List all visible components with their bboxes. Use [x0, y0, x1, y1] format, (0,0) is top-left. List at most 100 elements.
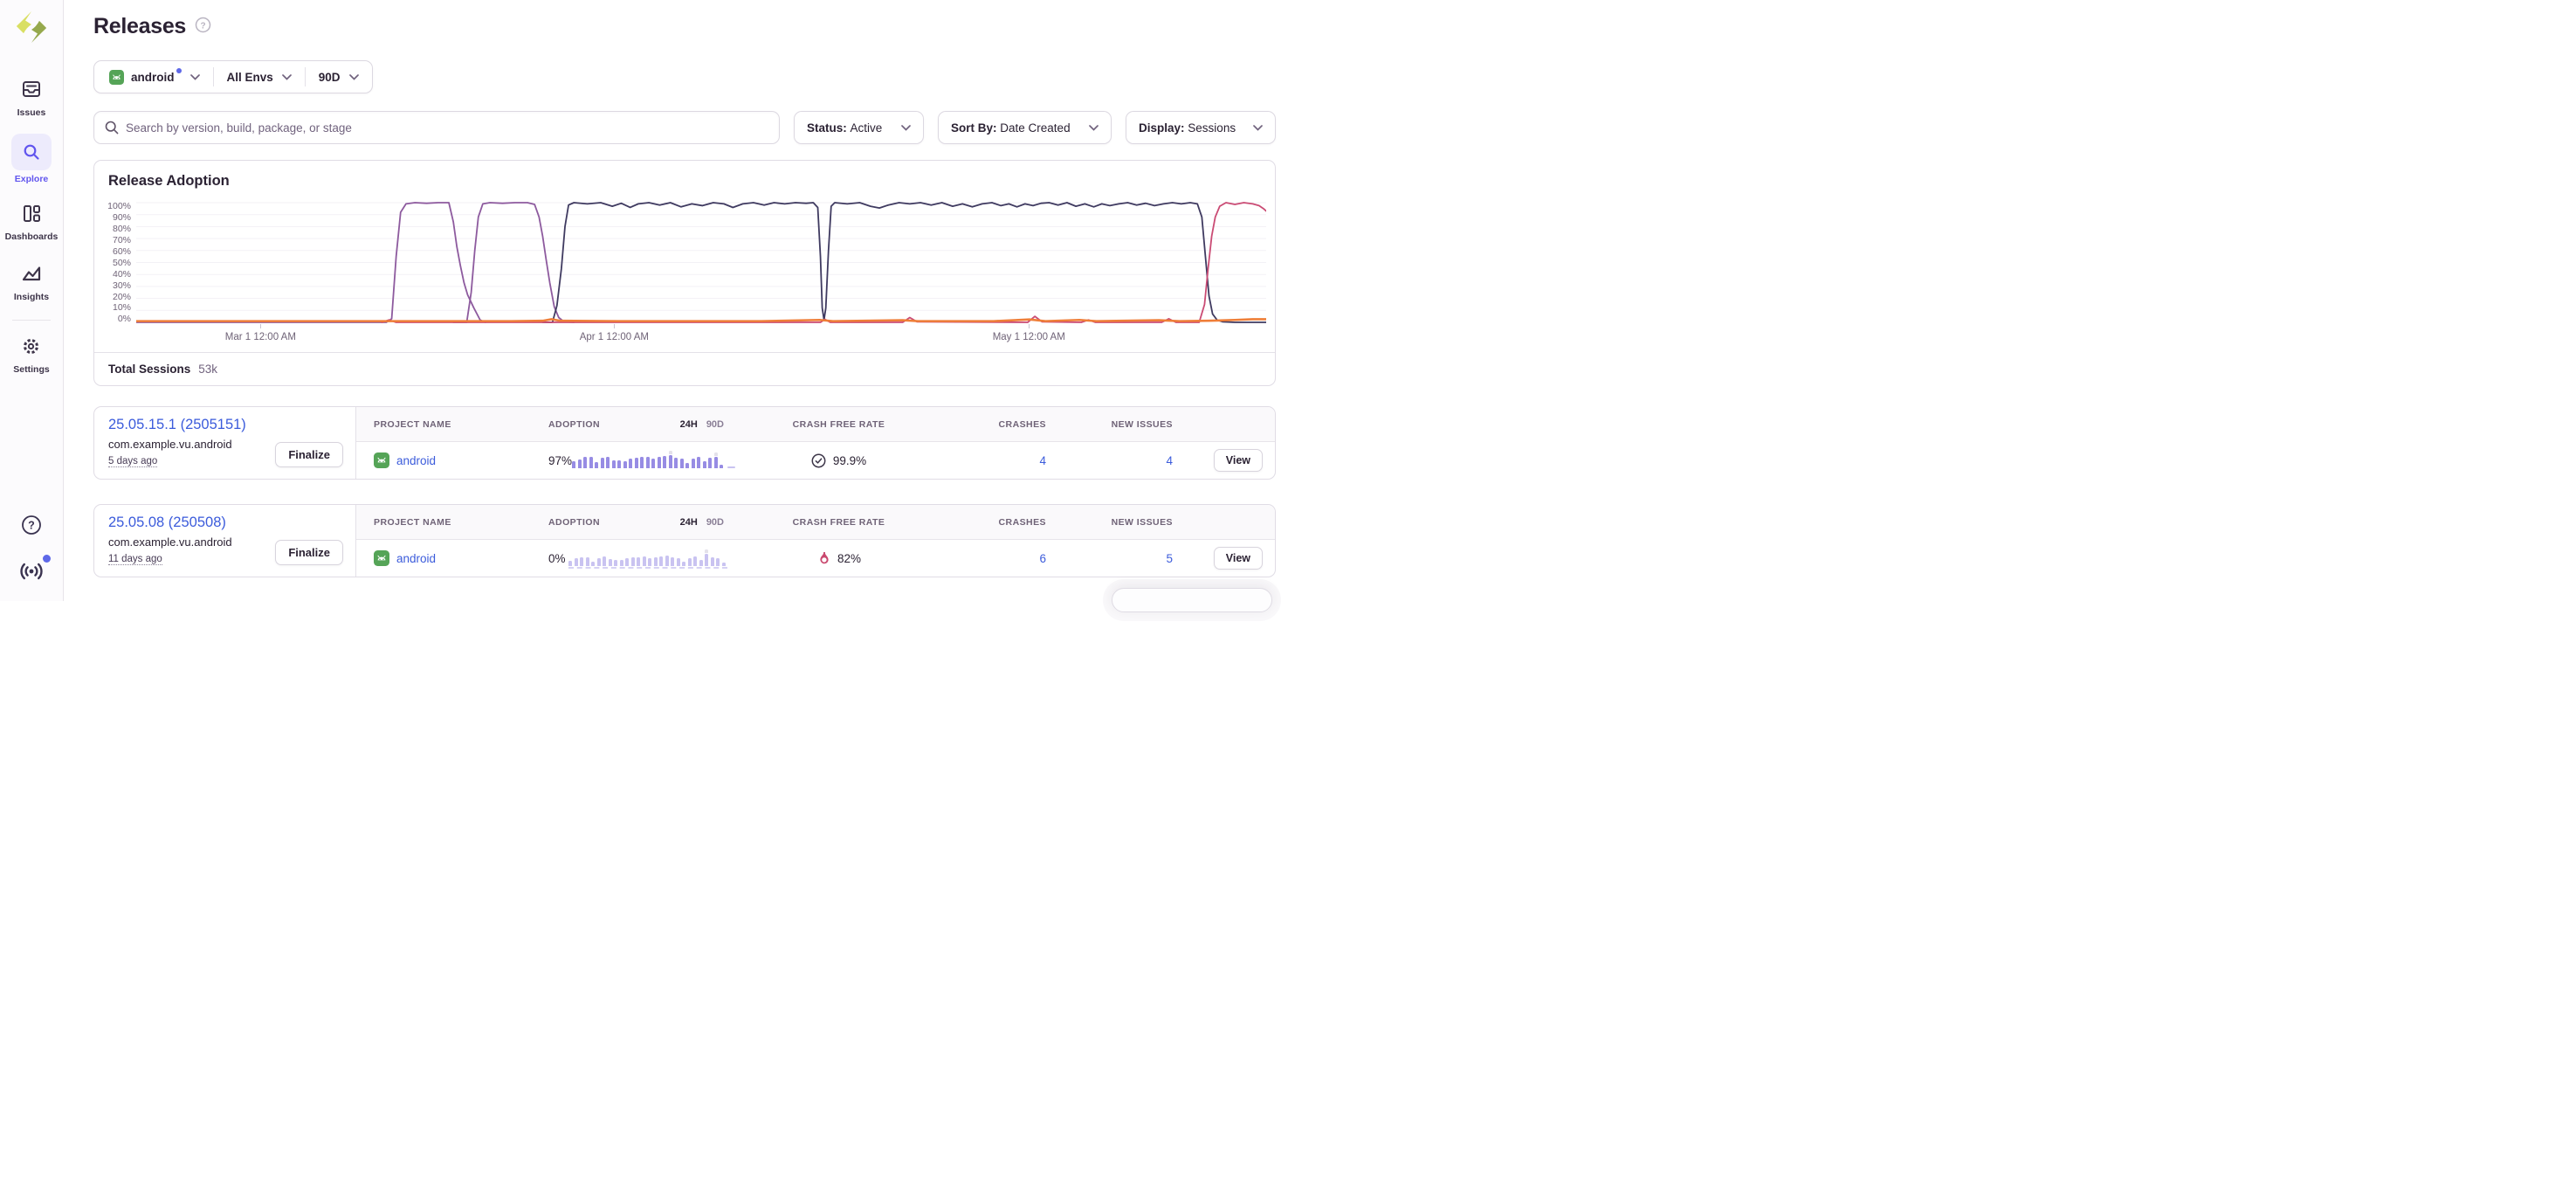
view-button[interactable]: View — [1213, 449, 1263, 472]
page-filter-bar: android All Envs 90D — [93, 60, 373, 93]
column-header-crash-free-rate: CRASH FREE RATE — [792, 516, 885, 528]
adoption-value: 0% — [548, 551, 566, 565]
column-header-crash-free-rate: CRASH FREE RATE — [792, 418, 885, 430]
adoption-sparkline — [568, 549, 727, 569]
column-header-adoption: ADOPTION — [548, 418, 601, 430]
project-link[interactable]: android — [396, 551, 437, 565]
display-dropdown[interactable]: Display: Sessions — [1126, 111, 1276, 144]
toggle-24h[interactable]: 24H — [679, 418, 698, 430]
release-version-link[interactable]: 25.05.15.1 (2505151) — [108, 417, 246, 432]
whats-new-broadcast-icon[interactable] — [19, 555, 51, 587]
chevron-down-icon — [1089, 124, 1099, 131]
column-header-new-issues: NEW ISSUES — [1111, 516, 1173, 528]
adoption-value: 97% — [548, 453, 573, 467]
search-icon — [105, 121, 119, 135]
adoption-chart — [136, 202, 1266, 324]
line-chart-icon — [21, 265, 42, 288]
svg-text:?: ? — [200, 21, 205, 31]
chart-y-axis: 100% 90% 80% 70% 60% 50% 40% 30% 20% 10% 0% — [107, 201, 131, 325]
filter-divider — [212, 67, 214, 86]
sidebar-item-issues[interactable]: Issues — [17, 79, 46, 118]
dashboards-icon — [22, 204, 42, 228]
sidebar-item-dashboards[interactable]: Dashboards — [4, 204, 59, 242]
release-package: com.example.vu.android — [108, 535, 232, 549]
chevron-down-icon — [189, 73, 200, 80]
help-icon[interactable]: ? — [20, 514, 43, 541]
column-header-adoption: ADOPTION — [548, 516, 601, 528]
finalize-button[interactable]: Finalize — [275, 540, 343, 565]
release-age[interactable]: 11 days ago — [108, 554, 162, 565]
environment-filter-dropdown[interactable]: All Envs — [214, 61, 305, 93]
release-adoption-panel: Release Adoption 100% 90% 80% 70% 60% 50% 40% 3… — [93, 160, 1276, 386]
sidebar-item-explore[interactable]: Explore — [11, 134, 52, 184]
environment-filter-value: All Envs — [226, 70, 273, 84]
sidebar-item-settings[interactable]: Settings — [13, 336, 50, 375]
column-header-project: PROJECT NAME — [374, 516, 451, 528]
project-link[interactable]: android — [396, 453, 437, 467]
total-sessions-label: Total Sessions — [108, 363, 191, 376]
sidebar-item-label: Insights — [13, 292, 50, 302]
project-filter-dropdown[interactable]: android — [94, 61, 213, 93]
search-input[interactable] — [126, 121, 768, 135]
crashes-count-link[interactable]: 4 — [1039, 453, 1046, 467]
status-filter-dropdown[interactable]: Status: Active — [794, 111, 924, 144]
sidebar: Issues Explore Dashboards Insights — [0, 0, 64, 601]
release-card: 25.05.08 (250508) com.example.vu.android… — [93, 504, 1276, 577]
fire-icon — [820, 551, 829, 563]
date-range-value: 90D — [318, 70, 341, 84]
sort-by-dropdown[interactable]: Sort By: Date Created — [938, 111, 1112, 144]
issues-icon — [21, 79, 42, 104]
android-project-icon — [374, 452, 389, 468]
toggle-24h[interactable]: 24H — [679, 516, 698, 528]
app-logo-icon[interactable] — [14, 10, 49, 49]
finalize-button[interactable]: Finalize — [275, 442, 343, 467]
crash-free-rate-value: 82% — [837, 551, 862, 565]
column-header-crashes: CRASHES — [998, 418, 1046, 430]
gear-icon — [21, 336, 41, 361]
floating-panel-peek[interactable] — [1112, 588, 1272, 612]
sidebar-item-insights[interactable]: Insights — [14, 265, 49, 302]
project-filter-value: android — [131, 70, 175, 84]
release-age[interactable]: 5 days ago — [108, 456, 158, 467]
crash-free-rate-value: 99.9% — [832, 453, 867, 467]
table-row: android 0% 82% 6 5 View — [356, 540, 1275, 577]
column-header-crashes: CRASHES — [998, 516, 1046, 528]
notification-dot — [43, 555, 51, 563]
sidebar-item-label: Issues — [17, 107, 46, 118]
new-issues-count-link[interactable]: 4 — [1166, 453, 1173, 467]
sidebar-item-label: Explore — [14, 174, 49, 184]
sidebar-item-label: Dashboards — [4, 231, 59, 242]
svg-text:?: ? — [28, 520, 35, 532]
release-package: com.example.vu.android — [108, 438, 232, 451]
toggle-90d[interactable]: 90D — [706, 418, 724, 430]
total-sessions-value: 53k — [198, 363, 218, 376]
android-project-icon — [109, 69, 124, 85]
adoption-sparkline — [572, 451, 735, 468]
release-card: 25.05.15.1 (2505151) com.example.vu.andr… — [93, 406, 1276, 480]
release-version-link[interactable]: 25.05.08 (250508) — [108, 515, 226, 530]
chevron-down-icon — [281, 73, 292, 80]
chevron-down-icon — [348, 73, 359, 80]
table-row: android 97% 99.9% 4 4 View — [356, 442, 1275, 479]
new-issues-count-link[interactable]: 5 — [1166, 551, 1173, 565]
view-button[interactable]: View — [1213, 547, 1263, 570]
chart-footer: Total Sessions 53k — [94, 352, 1275, 385]
filter-divider — [304, 67, 306, 86]
check-circle-icon — [811, 453, 826, 467]
column-header-new-issues: NEW ISSUES — [1111, 418, 1173, 430]
page-title: Releases — [93, 14, 187, 38]
search-icon — [11, 134, 52, 170]
chart-title: Release Adoption — [108, 173, 230, 189]
date-range-dropdown[interactable]: 90D — [306, 61, 372, 93]
project-notification-dot — [176, 68, 182, 73]
crashes-count-link[interactable]: 6 — [1039, 551, 1046, 565]
column-header-project: PROJECT NAME — [374, 418, 451, 430]
sidebar-divider — [12, 320, 51, 321]
toggle-90d[interactable]: 90D — [706, 516, 724, 528]
chevron-down-icon — [901, 124, 911, 131]
page-help-icon[interactable]: ? — [195, 17, 211, 38]
main-content: Releases ? android All Envs — [64, 0, 1288, 577]
release-search — [93, 111, 780, 144]
android-project-icon — [374, 550, 389, 566]
chevron-down-icon — [1253, 124, 1263, 131]
